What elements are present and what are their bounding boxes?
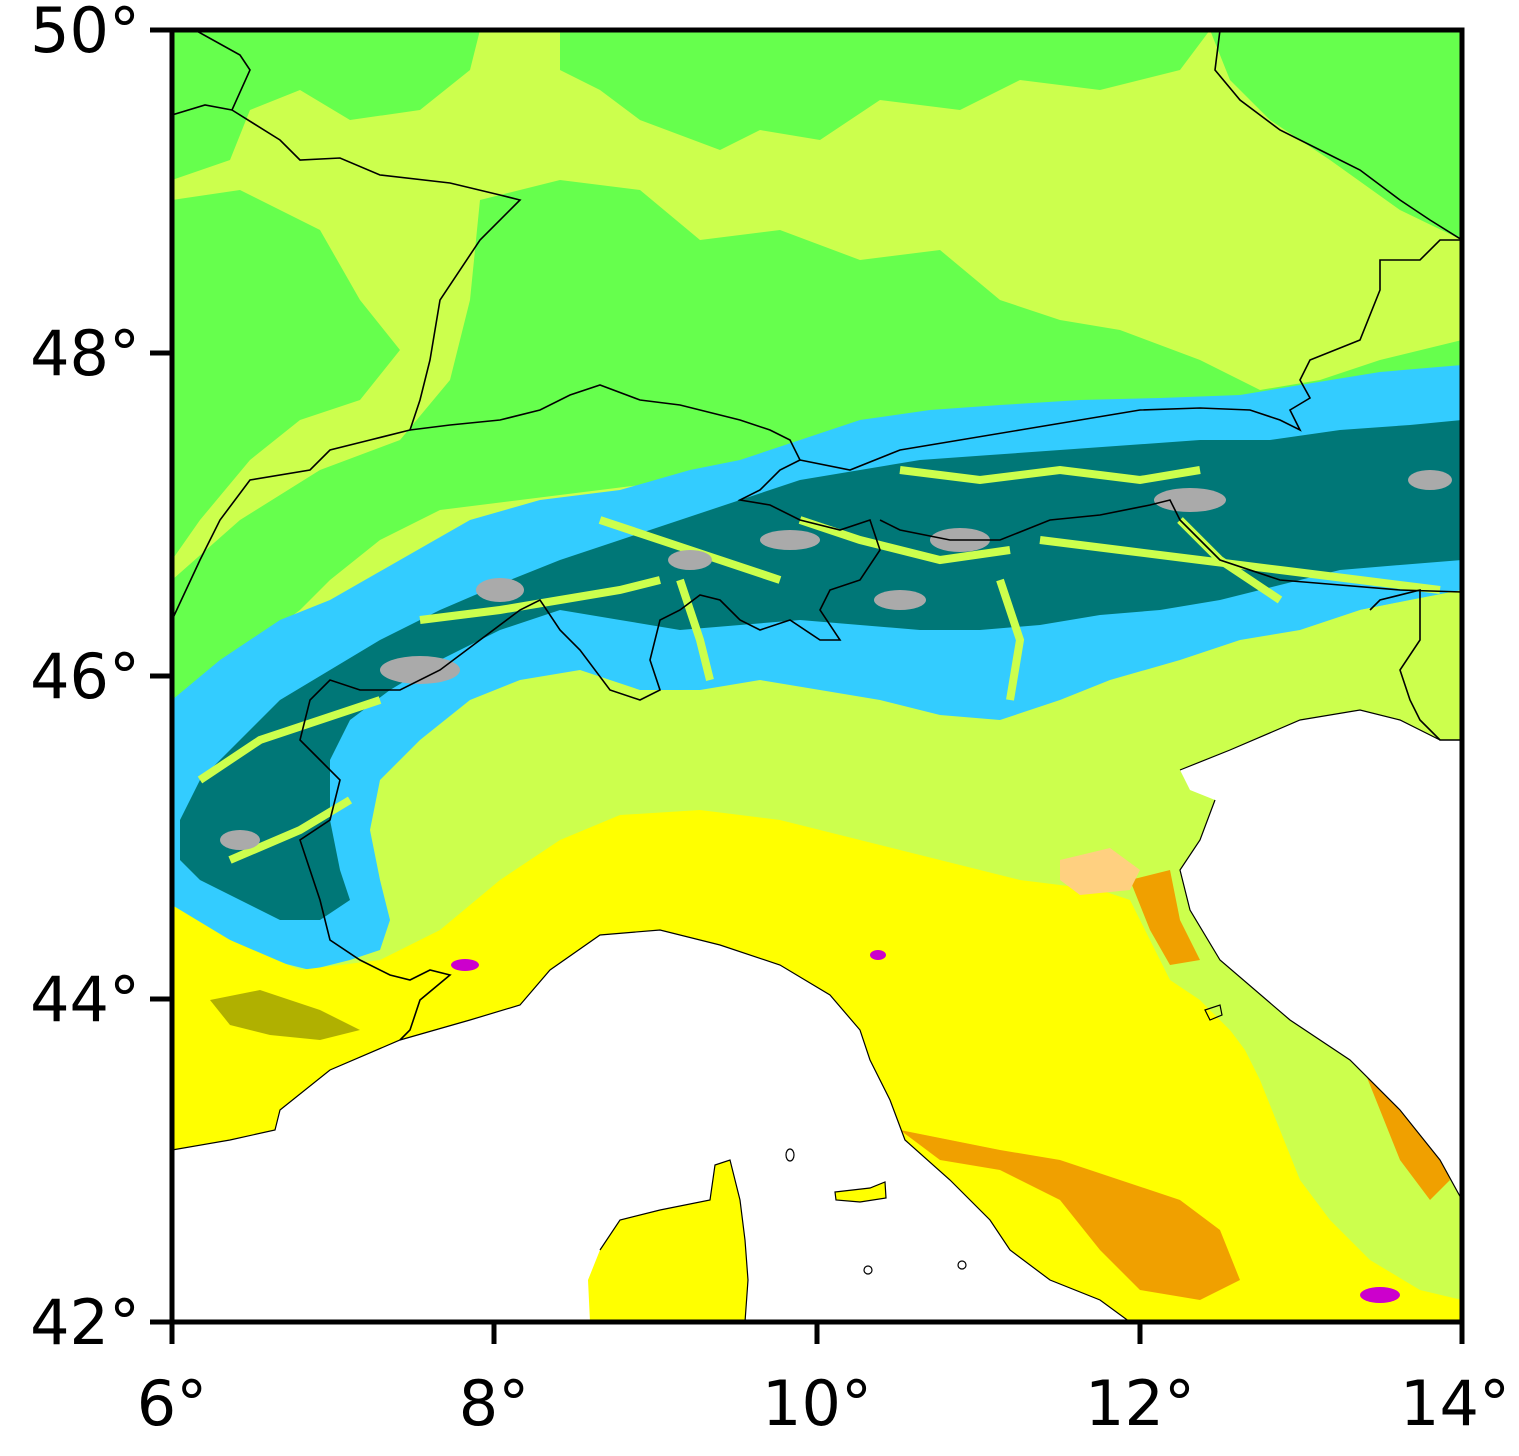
alps-high-teal xyxy=(180,420,1462,920)
lon-label-10: 10° xyxy=(762,1367,872,1440)
lon-label-8: 8° xyxy=(459,1367,529,1440)
axis-ticks xyxy=(150,27,1465,1344)
lat-label-42: 42° xyxy=(30,1286,140,1359)
hills-west-band xyxy=(172,190,400,560)
po-delta-orange xyxy=(1130,870,1200,965)
lat-label-46: 46° xyxy=(30,640,140,713)
lon-label-12: 12° xyxy=(1085,1367,1195,1440)
ligurian-tyrrhenian-sea xyxy=(172,930,1130,1322)
lon-label-14: 14° xyxy=(1400,1367,1510,1440)
alpine-peaks xyxy=(220,470,1452,850)
adriatic-orange xyxy=(1360,1060,1450,1200)
hills-east xyxy=(1210,30,1462,240)
lat-label-50: 50° xyxy=(30,0,140,67)
lat-label-44: 44° xyxy=(30,963,140,1036)
map-area xyxy=(172,30,1462,1322)
hills-central-band xyxy=(172,180,1462,700)
country-borders xyxy=(172,30,1462,1041)
delta-light-orange xyxy=(1060,848,1140,895)
hills-upper-middle xyxy=(560,30,1210,150)
tuscan-orange xyxy=(900,1130,1240,1300)
coastlines xyxy=(172,709,1462,1322)
lon-label-6: 6° xyxy=(137,1367,207,1440)
ligurian-olive xyxy=(210,990,360,1040)
adriatic-plain-strip xyxy=(1170,950,1462,1300)
lat-label-48: 48° xyxy=(30,317,140,390)
alpine-valleys xyxy=(197,465,1441,864)
adriatic-sea xyxy=(1180,710,1462,1200)
